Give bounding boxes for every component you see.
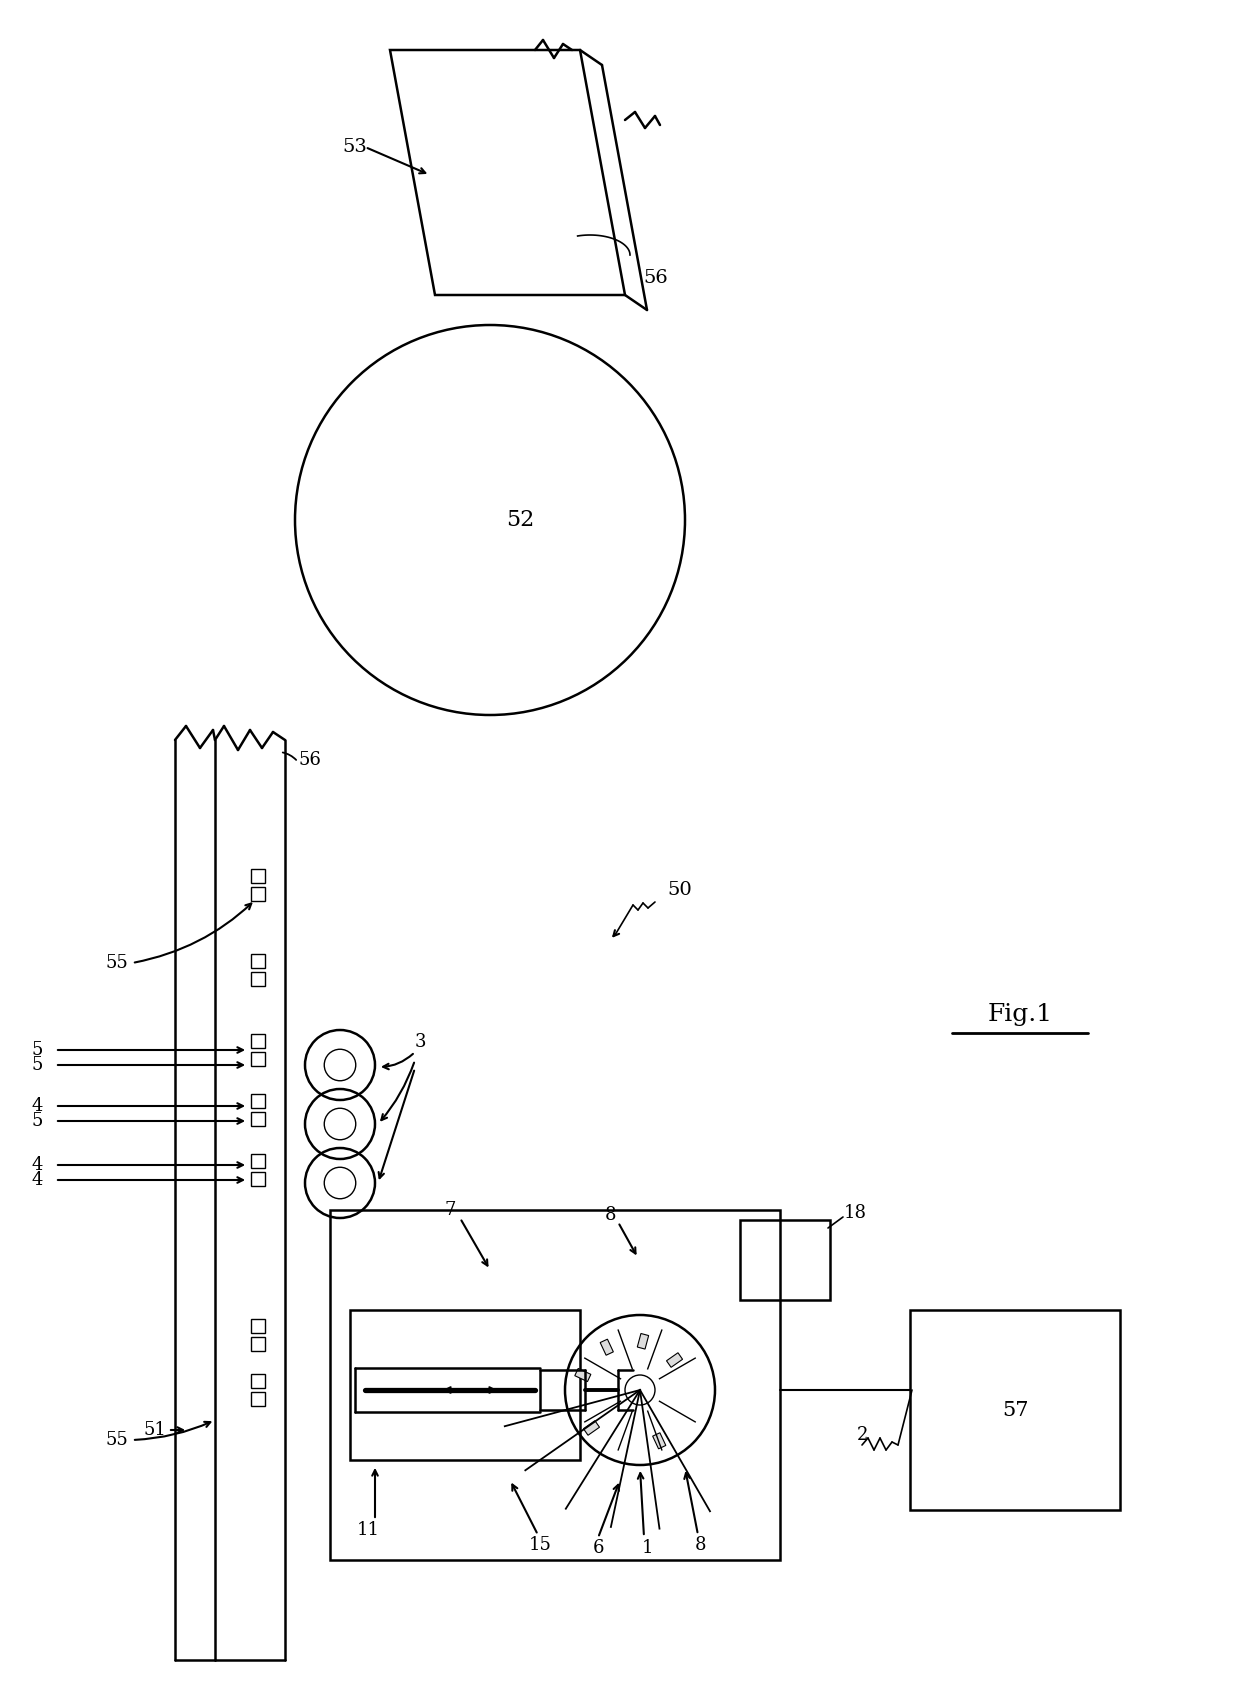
Bar xyxy=(584,1421,599,1435)
Bar xyxy=(330,1210,780,1559)
Bar xyxy=(250,869,265,883)
Text: 56: 56 xyxy=(644,269,668,286)
Text: 1: 1 xyxy=(642,1539,653,1557)
Text: 4: 4 xyxy=(31,1155,42,1174)
Text: 4: 4 xyxy=(31,1171,42,1189)
Text: 55: 55 xyxy=(105,1431,129,1448)
Bar xyxy=(637,1334,649,1350)
Text: 56: 56 xyxy=(299,751,321,769)
Bar xyxy=(250,1392,265,1406)
Bar xyxy=(600,1339,614,1355)
Bar xyxy=(250,1113,265,1126)
Bar xyxy=(250,1051,265,1067)
Text: 11: 11 xyxy=(357,1522,379,1539)
Text: 3: 3 xyxy=(414,1033,425,1051)
Text: 5: 5 xyxy=(31,1113,42,1130)
Bar xyxy=(250,954,265,968)
Bar xyxy=(740,1220,830,1300)
Text: 50: 50 xyxy=(667,881,692,900)
Text: 18: 18 xyxy=(843,1205,867,1222)
Text: 5: 5 xyxy=(31,1056,42,1074)
Bar xyxy=(910,1310,1120,1510)
Bar xyxy=(652,1433,666,1448)
Text: 2: 2 xyxy=(857,1426,868,1443)
Bar xyxy=(250,1154,265,1167)
Text: 4: 4 xyxy=(31,1097,42,1114)
Text: 15: 15 xyxy=(528,1535,552,1554)
Bar xyxy=(575,1368,590,1382)
Text: 8: 8 xyxy=(604,1206,616,1223)
Bar xyxy=(250,1094,265,1108)
Text: 53: 53 xyxy=(342,138,367,157)
Bar xyxy=(250,1338,265,1351)
Text: 5: 5 xyxy=(31,1041,42,1058)
Bar xyxy=(250,1034,265,1048)
Bar xyxy=(250,1172,265,1186)
Bar xyxy=(250,1373,265,1389)
Bar xyxy=(250,888,265,901)
Text: 57: 57 xyxy=(1002,1401,1028,1419)
Bar xyxy=(350,1310,580,1460)
Bar xyxy=(667,1353,682,1367)
Text: 52: 52 xyxy=(506,509,534,532)
Text: Fig.1: Fig.1 xyxy=(987,1004,1053,1026)
Text: 6: 6 xyxy=(593,1539,604,1557)
Text: 7: 7 xyxy=(444,1201,455,1218)
Text: 51: 51 xyxy=(144,1421,166,1438)
Bar xyxy=(250,971,265,987)
Bar xyxy=(250,1319,265,1333)
Text: 8: 8 xyxy=(694,1535,706,1554)
Text: 55: 55 xyxy=(105,954,129,971)
